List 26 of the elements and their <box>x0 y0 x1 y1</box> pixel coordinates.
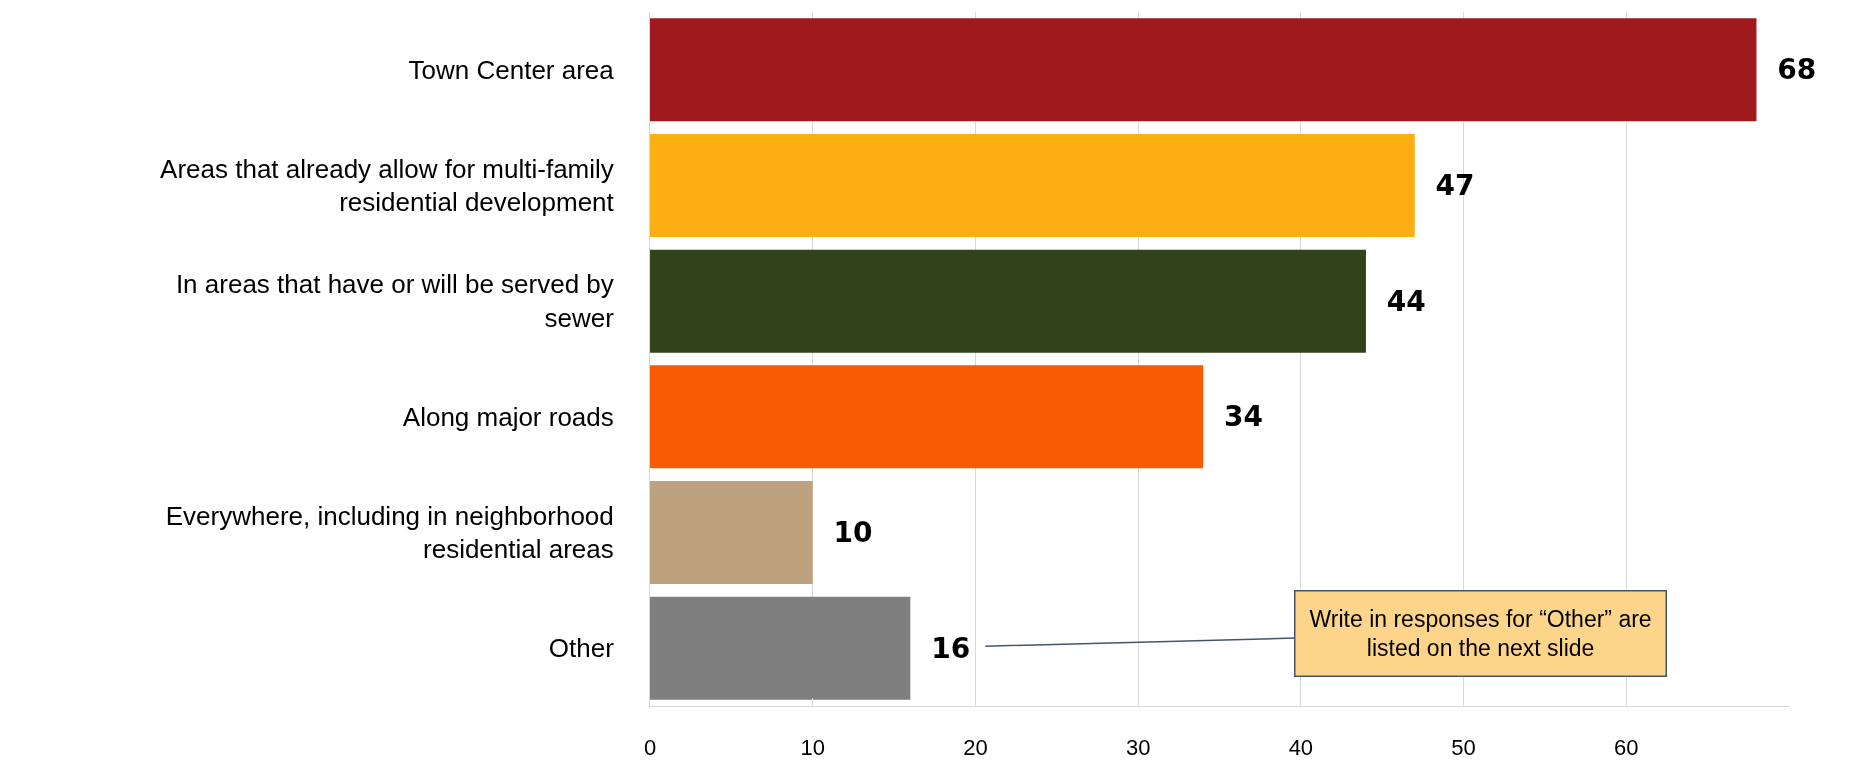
bar <box>650 18 1757 122</box>
bar <box>650 596 911 700</box>
x-tick-label: 10 <box>800 735 825 761</box>
data-label: 10 <box>833 516 873 549</box>
y-tick-label: Other <box>548 633 615 664</box>
x-tick-label: 40 <box>1288 735 1314 761</box>
x-tick-label: 60 <box>1614 735 1639 761</box>
data-label: 47 <box>1435 169 1475 202</box>
bar <box>650 481 813 584</box>
data-label: 44 <box>1386 284 1426 318</box>
bar <box>650 249 1366 353</box>
x-tick-label: 50 <box>1451 735 1476 761</box>
x-tick-label: 30 <box>1125 735 1151 761</box>
y-tick-label: Areas that already allow for multi-family residential development <box>160 153 615 218</box>
data-label: 68 <box>1777 53 1817 87</box>
y-tick-label: Town Center area <box>408 54 615 85</box>
x-tick-label: 20 <box>963 735 988 761</box>
data-label: 34 <box>1224 400 1264 434</box>
bar <box>650 365 1204 469</box>
bar <box>650 134 1415 237</box>
annotation: Write in responses for “Other” are listed on the next slide <box>1309 605 1652 662</box>
y-tick-label: In areas that have or will be served by sewer <box>175 269 615 334</box>
data-label: 16 <box>931 631 971 665</box>
y-tick-label: Along major roads <box>402 401 614 432</box>
y-tick-label: Everywhere, including in neighborhood residential areas <box>165 500 614 565</box>
x-tick-label: 0 <box>643 735 657 761</box>
